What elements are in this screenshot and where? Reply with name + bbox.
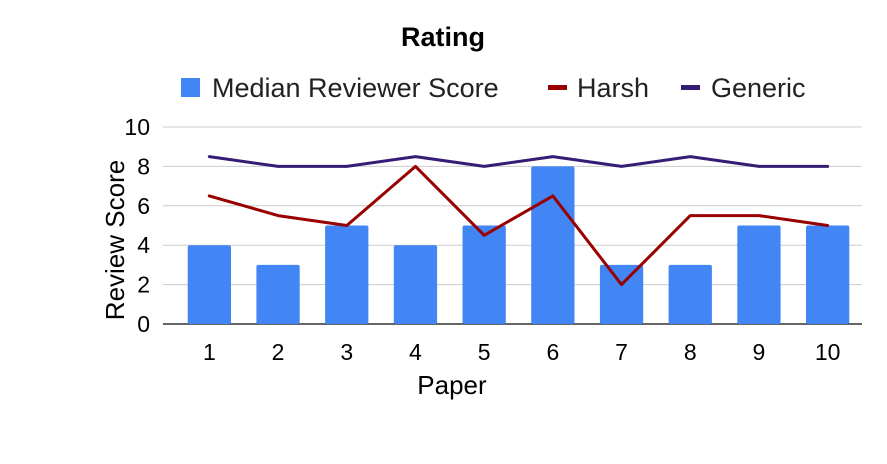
y-axis-title: Review Score: [100, 160, 130, 320]
x-tick-label: 1: [203, 339, 216, 365]
legend-label-generic: Generic: [711, 73, 806, 103]
legend-swatch-generic: [681, 85, 700, 90]
bar-paper-10: [806, 225, 850, 324]
lines: [207, 155, 830, 287]
legend-swatch-harsh: [548, 85, 567, 90]
legend-entry-generic: Generic: [681, 73, 806, 103]
legend-entry-median-reviewer-score: Median Reviewer Score: [181, 73, 499, 103]
x-tick-label: 9: [753, 339, 766, 365]
x-tick-label: 5: [478, 339, 491, 365]
bars: [187, 166, 850, 324]
x-tick-label: 2: [272, 339, 285, 365]
legend-label-harsh: Harsh: [577, 73, 649, 103]
bar-paper-9: [737, 225, 781, 324]
bar-paper-4: [393, 245, 438, 324]
bar-paper-8: [668, 264, 712, 324]
y-tick-label: 8: [137, 153, 150, 179]
x-tick-label: 4: [409, 339, 422, 365]
y-tick-label: 6: [137, 193, 150, 219]
x-axis-title: Paper: [417, 370, 487, 400]
bar-paper-5: [462, 225, 506, 324]
bar-paper-6: [531, 166, 575, 324]
bar-paper-2: [256, 264, 300, 324]
chart-title: Rating: [401, 22, 485, 52]
legend-label-median-reviewer-score: Median Reviewer Score: [212, 73, 499, 103]
x-tick-label: 8: [684, 339, 697, 365]
legend-entry-harsh: Harsh: [548, 73, 649, 103]
y-tick-label: 2: [137, 272, 150, 298]
x-tick-label: 7: [615, 339, 628, 365]
y-axis-ticks: 0 2 4 6 8 10: [124, 114, 150, 337]
x-axis-ticks: 1 2 3 4 5 6 7 8 9 10: [203, 339, 840, 365]
x-tick-label: 10: [815, 339, 841, 365]
legend-swatch-median-reviewer-score: [181, 78, 200, 97]
x-tick-label: 6: [546, 339, 559, 365]
legend: Median Reviewer Score Harsh Generic: [181, 73, 806, 103]
y-tick-label: 0: [137, 311, 150, 337]
y-tick-label: 10: [124, 114, 150, 140]
bar-paper-3: [325, 225, 369, 324]
y-tick-label: 4: [137, 232, 150, 258]
line-series-generic: [207, 155, 830, 168]
line-series-harsh: [207, 164, 830, 287]
bar-paper-7: [599, 264, 644, 324]
bar-paper-1: [187, 245, 231, 324]
x-tick-label: 3: [340, 339, 353, 365]
